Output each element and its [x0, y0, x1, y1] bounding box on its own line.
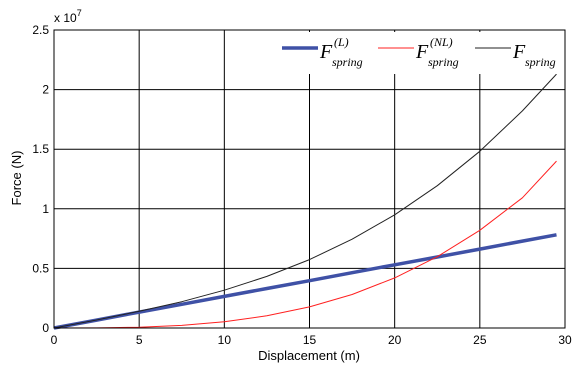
series-line-0: [53, 233, 557, 330]
y-axis-multiplier: x 107: [54, 8, 82, 25]
legend-box: [270, 32, 562, 74]
x-axis-label: Displacement (m): [258, 348, 360, 363]
x-tick-label: 15: [303, 333, 317, 347]
grid-lines: [54, 30, 565, 328]
y-axis-label: Force (N): [9, 151, 24, 206]
legend-label-subscript: spring: [428, 55, 459, 69]
series-line-2: [53, 73, 557, 329]
x-tick-label: 20: [388, 333, 402, 347]
x-tick-label: 25: [473, 333, 487, 347]
y-tick-labels: 0 0.5 1 1.5 2 2.5: [32, 23, 49, 335]
legend-label-superscript: (L): [334, 35, 349, 49]
y-tick-label: 2.5: [32, 23, 49, 37]
series-lines: [53, 73, 557, 330]
y-tick-label: 0.5: [32, 261, 49, 275]
legend-label: F: [319, 41, 333, 63]
x-tick-label: 0: [51, 333, 58, 347]
y-tick-label: 1.5: [32, 142, 49, 156]
y-tick-label: 1: [42, 202, 49, 216]
legend-label: F: [415, 41, 429, 63]
x-tick-label: 10: [218, 333, 232, 347]
x-tick-labels: 0 5 10 15 20 25 30: [51, 333, 572, 347]
y-tick-label: 2: [42, 83, 49, 97]
x-tick-label: 30: [558, 333, 572, 347]
series-line-1: [53, 160, 557, 329]
y-tick-label: 0: [42, 321, 49, 335]
x-tick-label: 5: [136, 333, 143, 347]
legend-label-subscript: spring: [332, 55, 363, 69]
legend-label-subscript: spring: [525, 55, 556, 69]
legend-entry: F (L) spring: [282, 35, 363, 69]
legend-label-superscript: (NL): [430, 35, 453, 49]
legend-label: F: [512, 41, 526, 63]
legend-entry: F (NL) spring: [378, 35, 459, 69]
plot-frame: [53, 29, 566, 329]
